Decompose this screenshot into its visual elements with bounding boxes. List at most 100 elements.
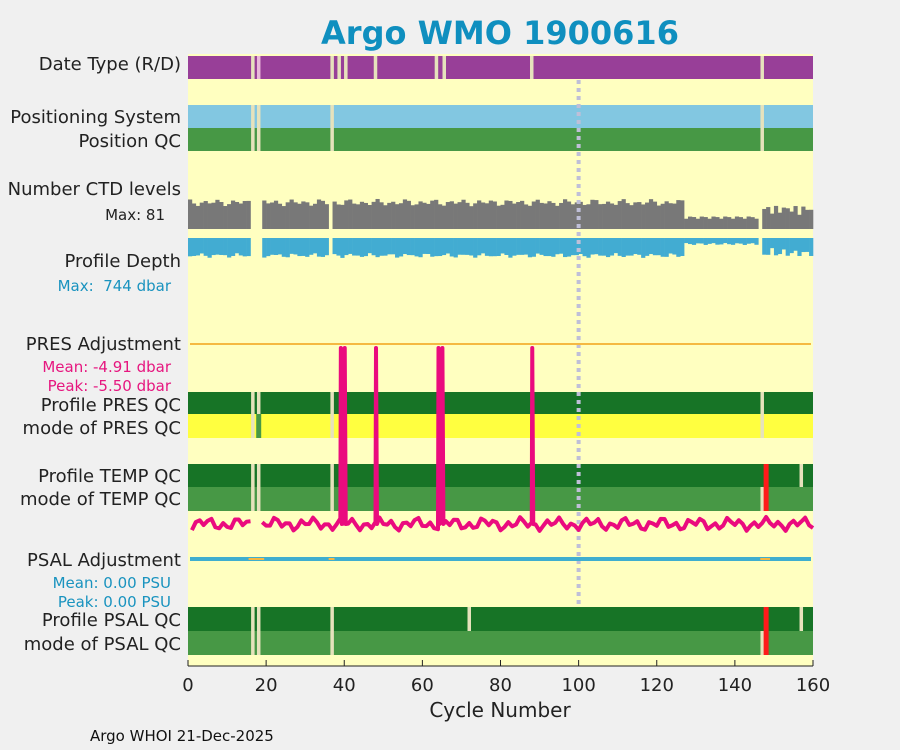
band-profile_temp_qc (188, 464, 813, 487)
depth-bar-124 (668, 238, 673, 254)
gap-date_type-6 (434, 56, 439, 79)
depth-bar-75 (477, 238, 482, 256)
band-position_qc (188, 128, 813, 151)
ctd-bar-10 (223, 206, 228, 229)
row-labels: Date Type (R/D) Positioning System Posit… (8, 54, 181, 655)
depth-bar-4 (199, 238, 204, 254)
depth-bar-85 (516, 238, 521, 255)
depth-bar-58 (410, 238, 415, 256)
cell-red-mode_psal_qc-0 (763, 631, 769, 655)
ctd-bar-25 (281, 206, 286, 229)
ctd-bar-66 (441, 205, 447, 229)
ctd-bar-8 (215, 199, 220, 229)
depth-bar-93 (547, 238, 552, 257)
depth-bar-23 (273, 238, 279, 255)
ctd-bar-160 (809, 209, 814, 229)
gap-position_qc-0 (251, 128, 255, 151)
depth-bar-3 (195, 238, 201, 256)
label-profile-psal-qc: Profile PSAL QC (42, 610, 181, 631)
series-layer (190, 343, 815, 561)
depth-bar-99 (570, 238, 576, 256)
cell-red-mode_temp_qc-0 (763, 487, 769, 511)
depth-bar-149 (766, 238, 771, 255)
ctd-bar-149 (766, 207, 771, 229)
ctd-bar-65 (438, 204, 443, 229)
depth-bar-106 (598, 238, 603, 256)
depth-bar-115 (633, 238, 638, 255)
depth-bar-59 (414, 238, 419, 257)
ctd-bar-107 (602, 203, 607, 229)
gap-profile_temp_qc-1 (256, 464, 261, 487)
depth-bar-128 (684, 238, 689, 244)
depth-bar-38 (332, 238, 337, 255)
band-date_type (188, 56, 813, 79)
depth-bar-157 (797, 238, 802, 256)
gap-date_type-4 (344, 56, 348, 79)
depth-bar-123 (664, 238, 669, 257)
ctd-bar-117 (641, 204, 646, 229)
ctd-bar-58 (410, 205, 415, 229)
ctd-bar-134 (707, 218, 712, 229)
ctd-bar-135 (711, 216, 716, 229)
depth-bar-144 (746, 238, 751, 244)
depth-bar-156 (793, 238, 798, 251)
ctd-bar-70 (457, 202, 462, 229)
gap-mode_temp_qc-1 (256, 487, 261, 511)
depth-bar-159 (805, 238, 810, 252)
depth-bar-78 (488, 238, 493, 257)
depth-bar-102 (582, 238, 587, 257)
ctd-bar-81 (500, 204, 505, 229)
ctd-bar-110 (613, 204, 618, 229)
gap-date_type-8 (530, 56, 534, 79)
depth-bar-81 (500, 238, 505, 254)
depth-bar-8 (215, 238, 220, 255)
ctd-bar-105 (594, 200, 599, 229)
ctd-bar-62 (426, 203, 431, 229)
ctd-bar-50 (379, 202, 384, 229)
ctd-bar-72 (465, 202, 470, 229)
label-date-type: Date Type (R/D) (39, 54, 181, 75)
depth-bar-72 (465, 238, 470, 255)
gap-profile_pres_qc-2 (330, 392, 334, 414)
depth-bar-1 (188, 238, 193, 257)
ctd-bar-56 (402, 199, 408, 229)
ctd-bar-22 (270, 202, 275, 229)
gap-mode_pres_qc-1 (330, 414, 334, 438)
depth-bar-27 (289, 238, 294, 254)
gap-profile_temp_qc-0 (251, 464, 255, 487)
depth-bar-73 (469, 238, 474, 256)
depth-bar-30 (301, 238, 306, 256)
depth-bar-12 (230, 238, 236, 256)
depth-bar-139 (727, 238, 732, 245)
depth-bar-52 (387, 238, 392, 255)
depth-bar-135 (711, 238, 716, 244)
depth-bar-49 (375, 238, 380, 258)
depth-bar-126 (676, 238, 681, 257)
ctd-bar-152 (777, 212, 783, 229)
gap-profile_psal_qc-4 (799, 607, 804, 631)
depth-bar-119 (648, 238, 654, 255)
gap-mode_psal_qc-0 (251, 631, 255, 655)
depth-bar-136 (715, 238, 720, 245)
ctd-bar-48 (371, 201, 376, 229)
ctd-bar-125 (672, 203, 677, 229)
depth-bar-24 (277, 238, 283, 255)
ctd-bar-5 (203, 201, 208, 229)
depth-bar-134 (707, 238, 712, 244)
ctd-bar-115 (633, 202, 638, 229)
x-axis-label: Cycle Number (429, 698, 571, 722)
depth-bar-33 (313, 238, 318, 254)
ctd-bar-6 (207, 203, 212, 229)
ctd-bar-67 (445, 202, 451, 229)
depth-bar-50 (379, 238, 384, 256)
ctd-bar-28 (293, 202, 298, 229)
ctd-bar-95 (555, 205, 560, 229)
ctd-bar-156 (793, 206, 798, 229)
depth-bar-67 (445, 238, 451, 254)
depth-bar-10 (223, 238, 228, 256)
depth-bar-130 (691, 238, 697, 245)
depth-bar-40 (340, 238, 345, 258)
gap-mode_psal_qc-1 (256, 631, 261, 655)
depth-bar-69 (453, 238, 458, 258)
ctd-bar-42 (348, 199, 353, 229)
